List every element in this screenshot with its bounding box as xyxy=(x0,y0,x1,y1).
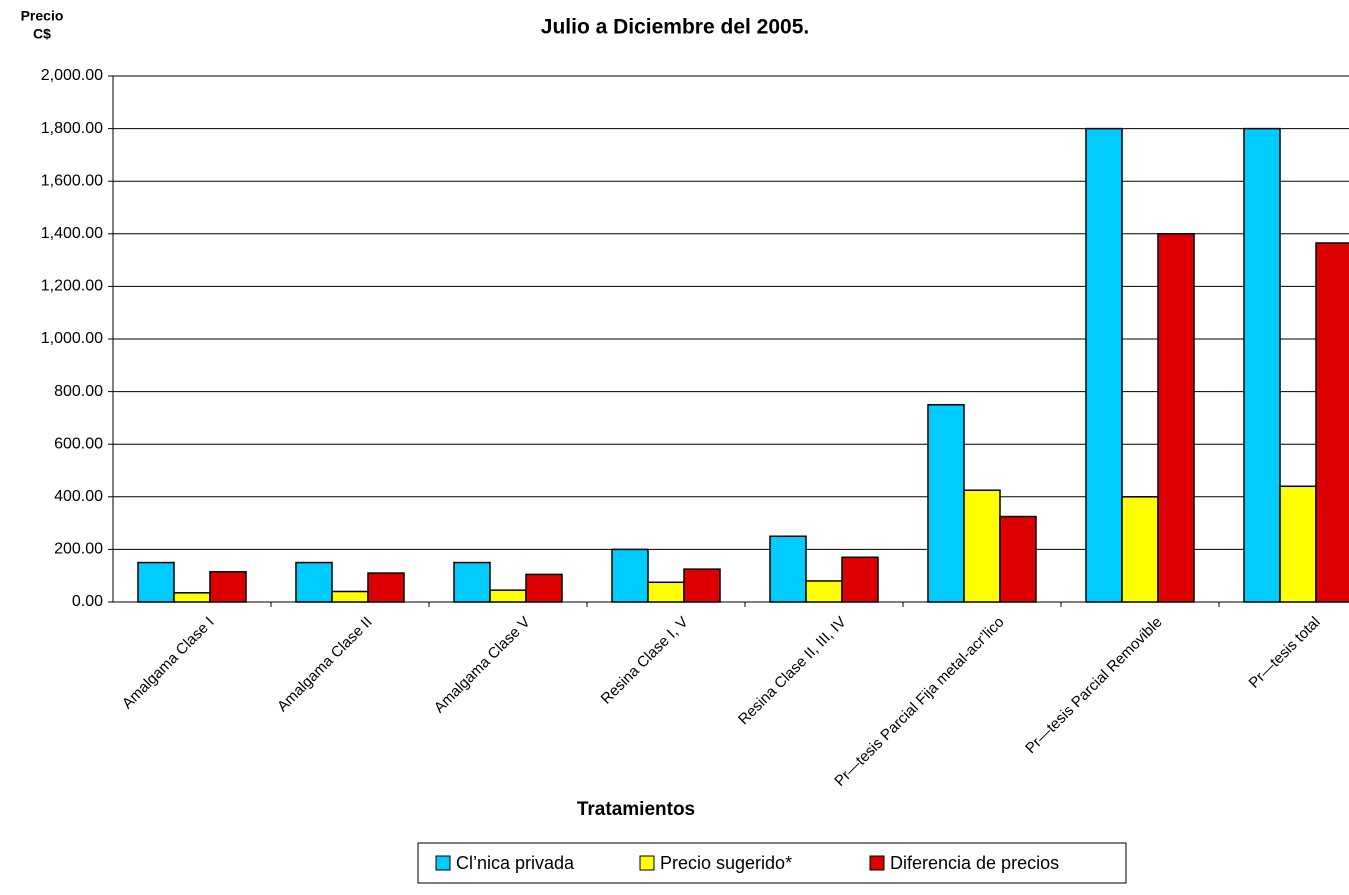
y-tick-label: 2,000.00 xyxy=(41,67,103,84)
y-tick-label: 1,000.00 xyxy=(41,330,103,347)
bar xyxy=(647,581,685,603)
legend-swatch xyxy=(435,855,451,871)
y-tick-label: 1,600.00 xyxy=(41,172,103,189)
y-tick-label: 800.00 xyxy=(54,383,103,400)
bar xyxy=(295,561,333,603)
legend-swatch xyxy=(869,855,885,871)
bar xyxy=(1085,127,1123,603)
legend-box xyxy=(417,842,1127,884)
y-tick-label: 1,400.00 xyxy=(41,225,103,242)
bar xyxy=(331,590,369,603)
x-tick-label: Resina Clase II, III, IV xyxy=(735,614,850,729)
x-axis-label: Tratamientos xyxy=(577,799,695,820)
bar xyxy=(209,571,247,603)
bar xyxy=(999,515,1037,603)
bar xyxy=(1157,233,1195,603)
y-tick-label: 1,200.00 xyxy=(41,278,103,295)
legend-label: Cl’nica privada xyxy=(456,853,575,873)
bar xyxy=(367,572,405,603)
y-tick-label: 200.00 xyxy=(54,541,103,558)
y-axis-label: C$ xyxy=(33,26,51,42)
x-tick-label: Amalgama Clase II xyxy=(274,614,376,716)
bar xyxy=(137,561,175,603)
x-tick-label: Pr—tesis Parcial Fija metal-acr’lico xyxy=(831,614,1007,790)
bar xyxy=(769,535,807,603)
legend-label: Diferencia de precios xyxy=(890,853,1059,873)
x-tick-label: Amalgama Clase V xyxy=(431,614,534,717)
bar xyxy=(927,404,965,603)
x-tick-label: Pr—tesis total xyxy=(1246,614,1324,692)
bar xyxy=(453,561,491,603)
bar xyxy=(489,589,527,603)
bar xyxy=(611,548,649,603)
bar xyxy=(805,580,843,603)
bar xyxy=(1243,127,1281,603)
bar xyxy=(1121,496,1159,603)
bar xyxy=(173,592,211,603)
bar xyxy=(841,556,879,603)
bar xyxy=(963,489,1001,603)
y-tick-label: 600.00 xyxy=(54,435,103,452)
y-axis-label: Precio xyxy=(21,8,64,24)
y-tick-label: 1,800.00 xyxy=(41,120,103,137)
x-tick-label: Amalgama Clase I xyxy=(119,614,218,713)
legend-label: Precio sugerido* xyxy=(660,853,792,873)
bar xyxy=(683,568,721,603)
bar xyxy=(1315,242,1349,603)
bar xyxy=(525,573,563,603)
x-tick-label: Resina Clase I, V xyxy=(598,614,692,708)
y-tick-label: 0.00 xyxy=(72,593,103,610)
bar xyxy=(1279,485,1317,603)
legend-swatch xyxy=(639,855,655,871)
chart-title: Julio a Diciembre del 2005. xyxy=(541,16,809,39)
y-tick-label: 400.00 xyxy=(54,488,103,505)
x-tick-label: Pr—tesis Parcial Removible xyxy=(1022,614,1165,757)
